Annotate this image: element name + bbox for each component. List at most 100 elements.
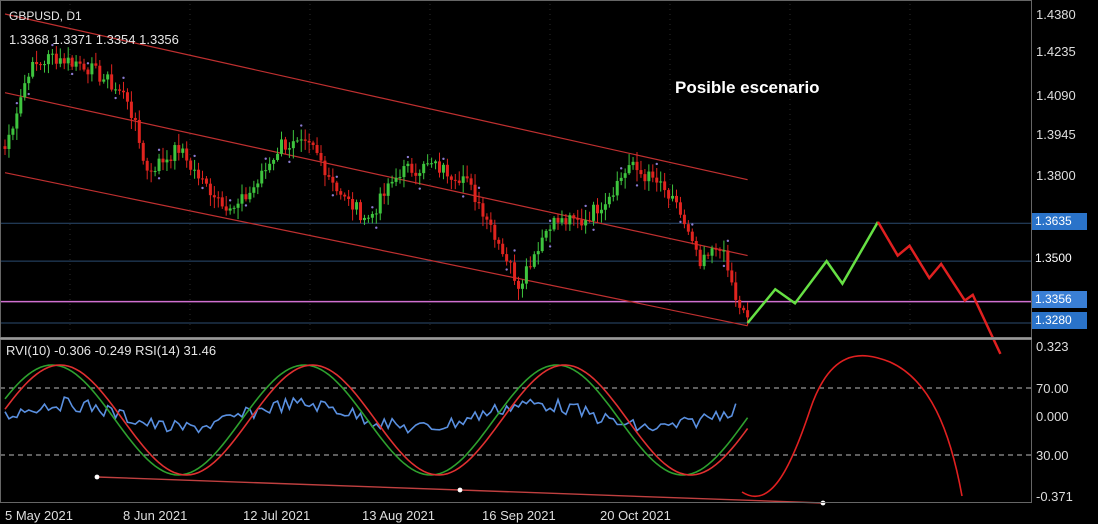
candle-body	[232, 207, 236, 209]
candle-body	[528, 266, 532, 268]
fractal-up	[513, 249, 516, 252]
fractal-down	[375, 226, 378, 229]
candle-body	[722, 250, 726, 252]
candle-body	[23, 83, 27, 98]
candle-body	[315, 145, 319, 153]
candle-body	[457, 180, 461, 183]
candle-body	[189, 160, 193, 170]
price-tag: 1.3500	[1035, 251, 1072, 265]
indicator-tick: 0.323	[1036, 339, 1069, 354]
candle-body	[102, 79, 106, 82]
candle-body	[149, 170, 153, 172]
price-tick: 1.4235	[1036, 44, 1076, 59]
candle-body	[129, 101, 133, 118]
fractal-up	[655, 162, 658, 166]
candle-body	[208, 183, 212, 196]
candle-body	[603, 204, 607, 210]
candle-body	[536, 251, 540, 255]
indicator-tick: 0.000	[1036, 409, 1069, 424]
candle-body	[434, 161, 438, 164]
trend-channel	[4, 13, 748, 327]
fractal-down	[114, 96, 117, 100]
candle-body	[351, 198, 355, 210]
candle-body	[7, 134, 11, 149]
fractal-up	[726, 239, 730, 243]
candle-body	[714, 248, 718, 250]
candle-body	[31, 61, 35, 77]
candle-body	[378, 193, 382, 214]
candle-body	[698, 249, 702, 267]
candle-body	[430, 163, 434, 165]
date-tick: 20 Oct 2021	[600, 508, 671, 523]
candle-body	[461, 176, 465, 183]
fractal-up	[51, 43, 54, 47]
candle-body	[509, 261, 513, 263]
candle-body	[276, 153, 280, 160]
symbol-label: GBPUSD, D1	[9, 9, 82, 23]
candle-body	[359, 202, 362, 221]
candle-body	[224, 206, 228, 211]
candle-body	[193, 169, 197, 171]
fractal-down	[418, 187, 421, 190]
candle-body	[410, 163, 414, 173]
candle-body	[639, 170, 643, 175]
scenario-annotation: Posible escenario	[675, 78, 820, 97]
candle-body	[406, 163, 410, 167]
candle-body	[702, 254, 706, 267]
date-tick: 12 Jul 2021	[243, 508, 311, 523]
candle-body	[374, 213, 378, 215]
current-price-tag: 1.3356	[1032, 291, 1087, 308]
candle-body	[449, 176, 453, 180]
candle-body	[390, 181, 394, 184]
candle-body	[441, 164, 445, 173]
fractal-down	[157, 177, 161, 180]
candle-body	[738, 299, 742, 308]
candle-body	[548, 229, 552, 231]
price-tick: 1.4090	[1036, 88, 1076, 103]
candle-body	[615, 180, 619, 196]
candle-body	[426, 163, 430, 165]
candle-body	[402, 166, 406, 178]
candle-body	[469, 178, 473, 185]
candle-body	[287, 148, 291, 150]
candlesticks	[3, 46, 750, 326]
candle-body	[493, 224, 497, 240]
indicator-lines	[0, 354, 1032, 506]
price-tick: 1.3945	[1036, 127, 1076, 142]
candle-body	[690, 231, 694, 242]
candle-body	[588, 220, 592, 222]
fractal-down	[635, 184, 639, 187]
candle-body	[398, 177, 402, 179]
candle-body	[710, 248, 714, 256]
date-tick: 16 Sep 2021	[482, 508, 556, 523]
date-tick: 5 May 2021	[5, 508, 73, 523]
fractal-up	[620, 167, 623, 170]
candle-body	[489, 219, 493, 225]
rvi-projection-curve	[741, 354, 963, 498]
fractal-up	[228, 199, 232, 202]
channel-line	[4, 92, 748, 257]
candle-body	[78, 61, 82, 64]
candle-body	[220, 197, 224, 207]
candle-body	[295, 140, 299, 142]
candle-body	[552, 217, 556, 230]
candle-body	[283, 139, 287, 150]
candle-body	[682, 214, 686, 225]
candle-body	[236, 203, 240, 208]
candle-body	[675, 195, 678, 203]
candle-body	[339, 191, 343, 195]
candle-body	[611, 195, 615, 197]
candle-body	[94, 63, 98, 66]
fractal-down	[331, 194, 335, 197]
fractal-down	[27, 92, 30, 96]
candle-body	[580, 219, 584, 226]
fractal-down	[722, 264, 726, 268]
candle-body	[544, 230, 548, 238]
candle-body	[592, 204, 596, 221]
candle-body	[596, 204, 599, 214]
indicator-tick: 70.00	[1036, 381, 1069, 396]
candle-body	[39, 64, 43, 66]
fractal-down	[288, 160, 291, 164]
candle-body	[647, 171, 651, 182]
